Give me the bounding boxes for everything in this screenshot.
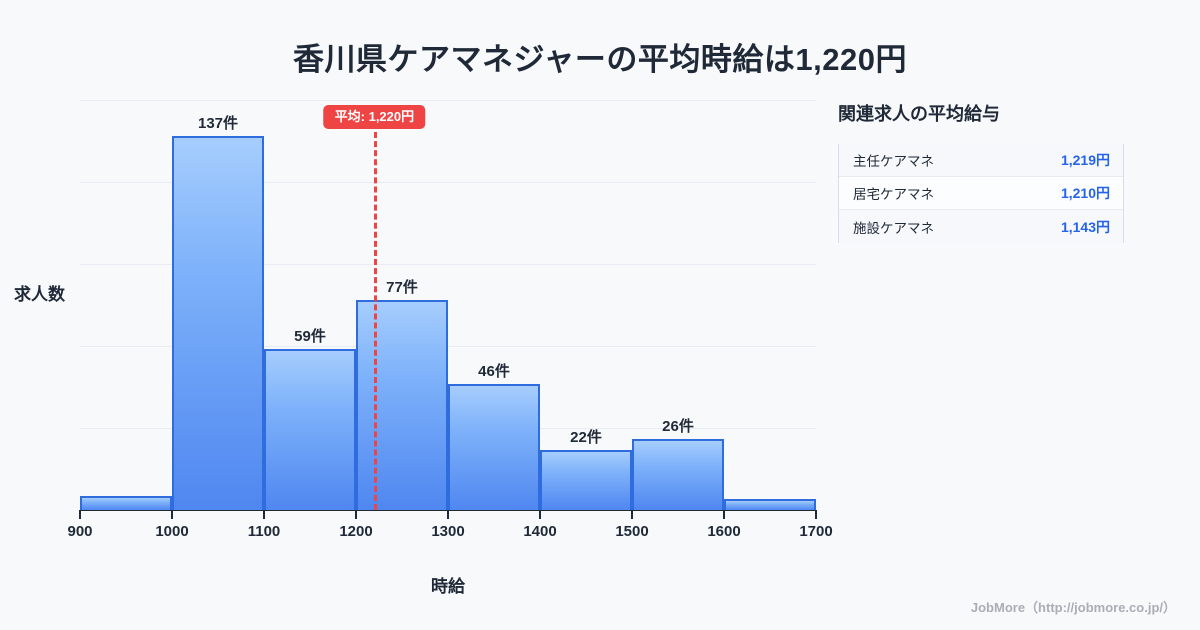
x-tick-label: 1600	[707, 523, 741, 540]
x-tick-label: 1300	[431, 523, 465, 540]
table-row-value: 1,219円	[1060, 152, 1110, 168]
bar-value-label: 137件	[197, 114, 239, 132]
x-tick	[79, 510, 81, 519]
x-tick	[263, 510, 265, 519]
table-row-label: 主任ケアマネ	[853, 154, 934, 169]
x-tick-label: 1200	[339, 523, 373, 540]
histogram-bar	[172, 135, 264, 510]
bar-value-label: 46件	[478, 363, 510, 381]
y-axis-label: 求人数	[14, 285, 65, 304]
page-title: 香川県ケアマネジャーの平均時給は1,220円	[292, 42, 908, 77]
histogram-bar	[632, 438, 724, 510]
x-tick	[355, 510, 357, 519]
table-row-value: 1,143円	[1060, 218, 1110, 235]
bar-value-label: 26件	[662, 417, 694, 435]
histogram-bar	[448, 384, 540, 510]
x-tick	[631, 510, 633, 519]
x-tick	[815, 510, 817, 519]
related-salary-table: 主任ケアマネ 1,219円居宅ケアマネ 1,210円施設ケアマネ 1,143円	[838, 144, 1124, 243]
related-salary-title: 関連求人の平均給与	[838, 104, 1000, 124]
x-tick-label: 900	[67, 523, 93, 540]
table-row-label: 施設ケアマネ	[853, 220, 934, 236]
x-tick	[447, 510, 449, 519]
gridline	[80, 346, 816, 347]
table-row: 居宅ケアマネ 1,210円	[839, 177, 1123, 210]
average-badge: 平均: 1,220円	[323, 105, 426, 129]
x-tick-label: 1100	[247, 523, 281, 540]
x-tick	[171, 510, 173, 519]
x-tick-label: 1400	[523, 523, 557, 540]
bar-value-label: 59件	[294, 327, 326, 345]
histogram-bar	[724, 499, 816, 510]
gridline	[80, 100, 816, 101]
histogram-bar	[264, 348, 356, 510]
bar-value-label: 77件	[386, 278, 418, 296]
table-row-value: 1,210円	[1060, 185, 1110, 201]
table-row: 主任ケアマネ 1,219円	[839, 144, 1123, 177]
histogram-bar	[80, 496, 172, 510]
x-axis-label: 時給	[431, 577, 465, 596]
histogram-bar	[356, 299, 448, 510]
footer-credit: JobMore（http://jobmore.co.jp/）	[970, 600, 1176, 615]
bar-value-label: 22件	[570, 428, 602, 446]
related-salary-panel: 関連求人の平均給与 主任ケアマネ 1,219円居宅ケアマネ 1,210円施設ケアマネ…	[838, 100, 1168, 243]
x-tick	[723, 510, 725, 519]
table-row: 施設ケアマネ 1,143円	[839, 210, 1123, 243]
gridline	[80, 182, 816, 183]
histogram-bar	[540, 449, 632, 510]
histogram-chart: 900 1000 1100 1200 1300 1400 1500 1600 1700 求人数 …	[14, 100, 833, 596]
x-tick-label: 1000	[155, 523, 189, 540]
table-row-label: 居宅ケアマネ	[853, 187, 934, 202]
x-tick-label: 1500	[615, 523, 649, 540]
x-tick-label: 1700	[799, 523, 833, 540]
x-tick	[539, 510, 541, 519]
average-line	[374, 132, 378, 510]
gridline	[80, 264, 816, 265]
